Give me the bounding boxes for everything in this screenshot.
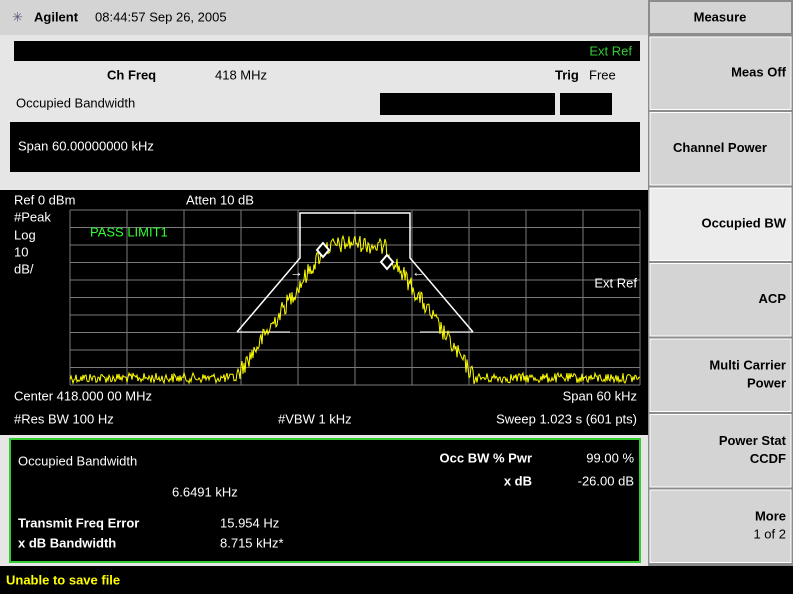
softkey[interactable] xyxy=(649,187,792,261)
grid xyxy=(69,209,641,386)
softkey-label[interactable]: More xyxy=(755,509,786,524)
results-box xyxy=(9,438,641,563)
trace xyxy=(69,234,641,385)
xdb-bw-label: x dB Bandwidth xyxy=(18,535,116,550)
res-bw: #Res BW 100 Hz xyxy=(14,411,114,426)
xdb-value: -26.00 dB xyxy=(578,473,634,488)
atten: Atten 10 dB xyxy=(186,192,254,207)
ch-freq-value: 418 MHz xyxy=(215,67,267,82)
softkey[interactable] xyxy=(649,489,792,563)
softkey-label[interactable]: ACP xyxy=(759,291,787,306)
softkey[interactable] xyxy=(649,338,792,412)
trig-label: Trig xyxy=(555,67,579,82)
softkey[interactable] xyxy=(649,112,792,186)
top-bar xyxy=(0,0,648,35)
center-freq: Center 418.000 00 MHz xyxy=(14,388,152,403)
logo: ✳ xyxy=(12,9,23,24)
softkey-label[interactable]: 1 of 2 xyxy=(753,527,786,542)
graph-area xyxy=(0,190,648,435)
marker-arrow: → xyxy=(290,264,303,279)
softkey-label[interactable]: Meas Off xyxy=(731,65,787,80)
scale-label: dB/ xyxy=(14,261,34,276)
result-title: Occupied Bandwidth xyxy=(18,453,137,468)
softkey-label[interactable]: Power Stat xyxy=(719,433,787,448)
scale-label: #Peak xyxy=(14,209,51,224)
freq-error-value: 15.954 Hz xyxy=(220,515,279,530)
softkey[interactable] xyxy=(649,263,792,337)
marker-arrow: ← xyxy=(412,264,425,279)
softkey-label[interactable]: Power xyxy=(747,376,786,391)
ref-level: Ref 0 dBm xyxy=(14,192,75,207)
marker xyxy=(379,253,395,271)
marker xyxy=(315,241,331,259)
scale-label: Log xyxy=(14,227,36,242)
limit-status: PASS LIMIT1 xyxy=(90,224,168,239)
status-box xyxy=(560,93,612,115)
ext-ref: Ext Ref xyxy=(589,43,632,58)
freq-error-label: Transmit Freq Error xyxy=(18,515,139,530)
brand: Agilent xyxy=(34,9,79,24)
xdb-label: x dB xyxy=(504,473,532,488)
occ-pwr-label: Occ BW % Pwr xyxy=(440,450,532,465)
measurement-name: Occupied Bandwidth xyxy=(16,95,135,110)
span-entry: Span 60.00000000 kHz xyxy=(18,138,154,153)
occ-pwr-value: 99.00 % xyxy=(586,450,634,465)
sweep: Sweep 1.023 s (601 pts) xyxy=(496,411,637,426)
scale-label: 10 xyxy=(14,244,28,259)
softkey-label[interactable]: CCDF xyxy=(750,451,786,466)
span-label: Span 60 kHz xyxy=(563,388,637,403)
softkey-label[interactable]: Multi Carrier xyxy=(709,358,786,373)
softkey[interactable] xyxy=(649,414,792,488)
xdb-bw-value: 8.715 kHz* xyxy=(220,535,284,550)
span-box xyxy=(10,122,640,172)
softkey-title: Measure xyxy=(694,9,747,24)
softkey-label[interactable]: Channel Power xyxy=(673,140,767,155)
datetime: 08:44:57 Sep 26, 2005 xyxy=(95,9,227,24)
softkey[interactable] xyxy=(649,36,792,110)
ch-freq-label: Ch Freq xyxy=(107,67,156,82)
trig-value: Free xyxy=(589,67,616,82)
ext-ref-graph: Ext Ref xyxy=(594,275,637,290)
status-box xyxy=(380,93,555,115)
result-value: 6.6491 kHz xyxy=(172,484,238,499)
softkey-header xyxy=(650,2,791,33)
status-bar xyxy=(0,566,793,594)
vbw: #VBW 1 kHz xyxy=(278,411,352,426)
status-message: Unable to save file xyxy=(6,572,120,587)
limit-mask xyxy=(236,212,474,333)
ext-ref-strip xyxy=(14,41,640,61)
softkey-label[interactable]: Occupied BW xyxy=(701,216,786,231)
